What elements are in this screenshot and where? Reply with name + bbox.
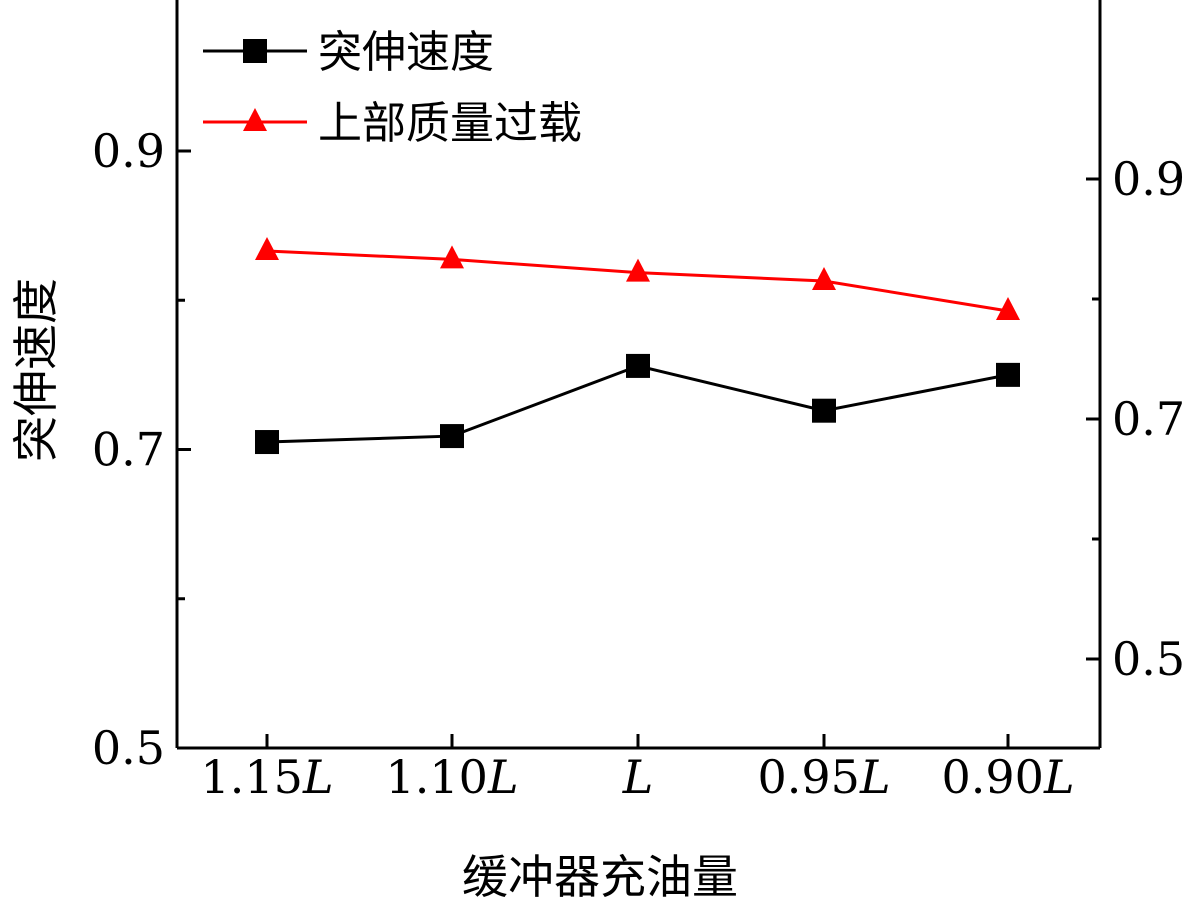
x-tick-label: L (622, 750, 654, 804)
right-tick-label: 0.9 (1112, 152, 1185, 206)
x-tick-label: 1.15L (201, 750, 334, 804)
legend-marker-triangle (243, 108, 267, 131)
x-tick-label: 0.90L (942, 750, 1075, 804)
data-point-triangle (812, 267, 836, 290)
left-tick-label: 0.9 (92, 124, 165, 178)
x-axis-title: 缓冲器充油量 (462, 850, 738, 904)
y-axis-title: 突伸速度 (9, 278, 63, 462)
data-point-triangle (626, 258, 650, 282)
data-point-square (996, 362, 1020, 387)
legend-marker-square (243, 39, 267, 63)
x-tick-label: 0.95L (758, 750, 891, 804)
left-tick-label: 0.7 (92, 423, 165, 477)
data-point-square (812, 398, 836, 423)
data-point-square (626, 353, 650, 378)
right-tick-label: 0.7 (1112, 392, 1185, 446)
data-point-triangle (440, 245, 464, 269)
data-point-square (255, 430, 279, 455)
data-point-triangle (255, 237, 279, 260)
legend-label: 突伸速度 (318, 27, 494, 78)
tick-marks (177, 149, 1100, 750)
tick-labels: 0.5 0.7 0.9 0.5 0.7 0.9 1.15L 1.10L L 0.95L 0.90L (92, 124, 1185, 804)
series-group (255, 237, 1020, 455)
left-tick-label: 0.5 (92, 721, 165, 775)
data-point-triangle (996, 297, 1020, 320)
right-tick-label: 0.5 (1112, 632, 1185, 686)
legend-label: 上部质量过载 (318, 98, 582, 149)
x-tick-label: 1.10L (386, 750, 519, 804)
data-point-square (440, 424, 464, 449)
